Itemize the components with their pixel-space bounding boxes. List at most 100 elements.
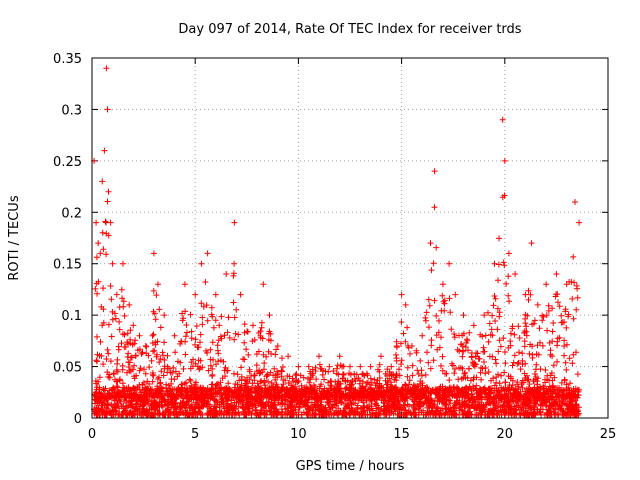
data-point-activity [142, 370, 149, 377]
data-point-activity [482, 332, 489, 339]
data-point-activity [290, 378, 297, 385]
data-point-baseline [118, 389, 124, 396]
data-point-baseline [93, 404, 100, 411]
data-point-activity [93, 254, 100, 261]
data-point-activity [564, 341, 570, 348]
data-point-activity [309, 366, 316, 373]
data-point-activity [462, 369, 468, 376]
data-point-activity [279, 355, 285, 362]
data-point-activity [243, 346, 250, 353]
data-point-activity [232, 330, 239, 337]
data-point-activity [571, 279, 578, 286]
data-point-peak [378, 353, 384, 360]
data-point-activity [234, 371, 241, 378]
data-point-activity [558, 379, 565, 386]
data-point-baseline [531, 400, 538, 407]
data-point-baseline [500, 402, 506, 409]
data-point-activity [538, 392, 545, 399]
data-point-activity [150, 308, 157, 315]
data-point-baseline [425, 399, 432, 406]
data-point-baseline [301, 402, 308, 409]
data-point-baseline [432, 408, 439, 415]
data-point-activity [254, 394, 261, 401]
data-point-activity [278, 367, 285, 374]
data-point-peak [528, 240, 535, 247]
data-point-activity [516, 394, 523, 401]
data-point-baseline [380, 408, 386, 415]
data-point-activity [161, 357, 168, 363]
data-point-activity [470, 383, 476, 390]
data-point-peak [491, 260, 498, 267]
data-point-activity [306, 379, 313, 386]
data-point-baseline [453, 405, 460, 412]
data-point-activity [207, 346, 214, 353]
data-point-peak [512, 271, 519, 277]
data-point-activity [360, 391, 367, 398]
data-point-activity [425, 296, 432, 303]
data-point-activity [340, 371, 346, 377]
data-point-activity [238, 373, 245, 380]
data-point-activity [477, 331, 484, 338]
data-point-activity [505, 292, 512, 299]
data-point-activity [490, 302, 497, 309]
data-point-activity [190, 363, 196, 370]
data-point-activity [524, 376, 531, 383]
data-point-baseline [312, 410, 319, 417]
data-point-activity [461, 370, 468, 377]
data-point-activity [488, 326, 495, 333]
x-tick-label: 10 [290, 427, 307, 442]
data-point-activity [417, 378, 424, 385]
data-point-activity [187, 311, 194, 318]
data-point-activity [550, 320, 557, 326]
data-point-activity [526, 393, 533, 399]
data-point-activity [425, 359, 432, 366]
data-point-activity [132, 352, 139, 359]
data-point-peak [161, 312, 168, 319]
data-point-activity [487, 385, 494, 392]
data-point-peak [198, 260, 205, 267]
data-point-baseline [555, 403, 562, 410]
data-point-activity [188, 335, 195, 342]
data-point-baseline [313, 402, 320, 409]
data-point-activity [171, 376, 178, 383]
data-point-activity [144, 385, 151, 392]
data-point-baseline [534, 388, 541, 395]
data-point-peak [93, 219, 100, 226]
data-point-activity [486, 320, 493, 327]
data-point-activity [249, 338, 256, 345]
data-point-activity [550, 362, 557, 369]
data-point-baseline [574, 407, 581, 414]
data-point-activity [397, 340, 404, 347]
data-point-activity [113, 383, 120, 390]
data-point-activity [199, 314, 206, 321]
data-point-activity [191, 384, 198, 391]
data-point-activity [197, 357, 204, 364]
data-point-activity [553, 394, 560, 401]
data-point-activity [491, 382, 498, 389]
data-point-activity [449, 392, 456, 399]
data-point-activity [549, 305, 556, 312]
data-point-activity [119, 380, 126, 387]
data-point-activity [462, 386, 469, 393]
data-point-activity [392, 374, 399, 381]
data-point-activity [151, 394, 158, 401]
data-point-peak [563, 281, 570, 288]
data-point-baseline [124, 403, 131, 410]
data-point-activity [404, 373, 411, 380]
data-point-activity [193, 323, 200, 329]
data-point-activity [493, 379, 500, 386]
data-point-baseline [204, 398, 211, 405]
data-point-peak [460, 312, 467, 319]
data-point-activity [498, 372, 505, 379]
data-point-baseline [152, 399, 159, 406]
data-point-activity [167, 369, 174, 376]
data-point-activity [199, 321, 206, 328]
data-point-activity [97, 393, 104, 400]
data-point-activity [469, 394, 476, 401]
data-point-activity [314, 387, 320, 394]
data-point-activity [495, 261, 502, 268]
data-point-activity [238, 384, 244, 391]
data-point-activity [192, 389, 199, 396]
data-point-activity [270, 372, 277, 379]
data-point-activity [235, 389, 242, 396]
